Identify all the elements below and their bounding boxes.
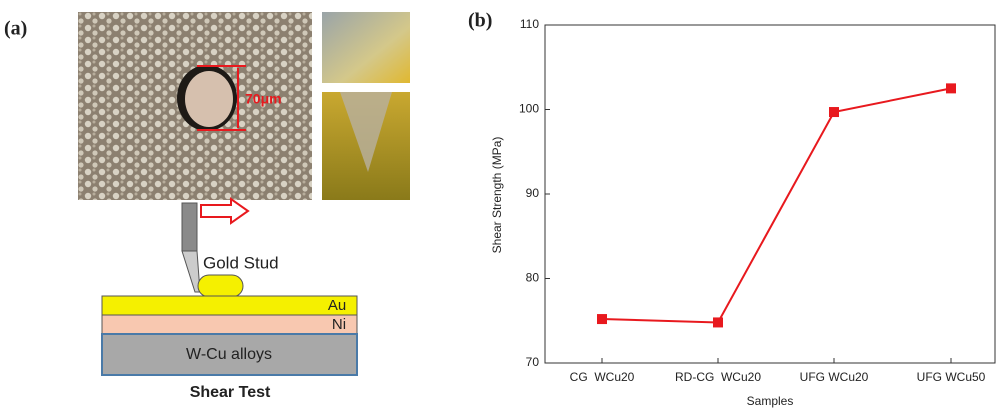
caption: Shear Test <box>190 384 271 401</box>
plot-frame <box>545 25 995 363</box>
x-tick-label: CG WCu20 <box>570 370 635 384</box>
ni-layer <box>102 315 357 334</box>
figure: (a) 70μm Gold Stud Au Ni W-Cu alloys She… <box>0 0 997 411</box>
bond-pad <box>185 71 233 127</box>
x-axis-label: Samples <box>747 394 794 408</box>
layer-label: W-Cu alloys <box>186 346 272 363</box>
y-tick-label: 80 <box>526 271 540 285</box>
y-tick-label: 70 <box>526 355 540 369</box>
x-tick-label: UFG WCu20 <box>800 370 869 384</box>
shear-arrow <box>201 199 248 223</box>
point <box>829 107 839 117</box>
point <box>597 314 607 324</box>
photo-tool <box>322 12 410 83</box>
point <box>946 83 956 93</box>
gold-stud <box>198 275 243 297</box>
scale-label: 70μm <box>245 91 282 107</box>
panel-label: (b) <box>468 10 492 32</box>
point <box>713 317 723 327</box>
probe <box>182 203 197 251</box>
layer-label: Ni <box>332 316 346 333</box>
y-axis-label: Shear Strength (MPa) <box>490 137 504 254</box>
y-tick-label: 100 <box>519 102 539 116</box>
au-layer <box>102 296 357 315</box>
stud-label: Gold Stud <box>203 253 279 272</box>
series-line <box>602 88 951 322</box>
page: (a) 70μm Gold Stud Au Ni W-Cu alloys She… <box>0 0 997 411</box>
x-tick-label: RD-CG WCu20 <box>675 370 761 384</box>
x-tick-label: UFG WCu50 <box>917 370 986 384</box>
y-tick-label: 110 <box>520 17 539 31</box>
y-tick-label: 90 <box>526 186 540 200</box>
panel-label: (a) <box>4 18 27 40</box>
probe-tip <box>182 251 200 292</box>
layer-label: Au <box>328 297 346 314</box>
